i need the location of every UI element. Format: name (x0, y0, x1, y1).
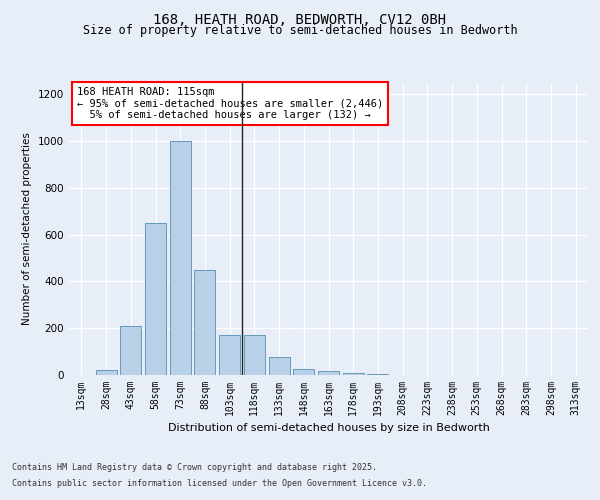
X-axis label: Distribution of semi-detached houses by size in Bedworth: Distribution of semi-detached houses by … (167, 424, 490, 434)
Bar (343, 372, 364, 375)
Text: 168 HEATH ROAD: 115sqm
← 95% of semi-detached houses are smaller (2,446)
  5% of: 168 HEATH ROAD: 115sqm ← 95% of semi-det… (77, 87, 383, 120)
Bar (145, 223, 166, 375)
Bar (367, 374, 388, 375)
Bar (170, 141, 191, 375)
Bar (318, 371, 339, 375)
Text: Contains HM Land Registry data © Crown copyright and database right 2025.: Contains HM Land Registry data © Crown c… (12, 464, 377, 472)
Bar (194, 270, 215, 375)
Text: Size of property relative to semi-detached houses in Bedworth: Size of property relative to semi-detach… (83, 24, 517, 37)
Text: 168, HEATH ROAD, BEDWORTH, CV12 0BH: 168, HEATH ROAD, BEDWORTH, CV12 0BH (154, 12, 446, 26)
Bar (244, 335, 265, 375)
Bar (219, 335, 240, 375)
Bar (269, 358, 290, 375)
Bar (120, 326, 141, 375)
Bar (293, 369, 314, 375)
Text: Contains public sector information licensed under the Open Government Licence v3: Contains public sector information licen… (12, 478, 427, 488)
Bar (95, 370, 116, 375)
Y-axis label: Number of semi-detached properties: Number of semi-detached properties (22, 132, 32, 325)
